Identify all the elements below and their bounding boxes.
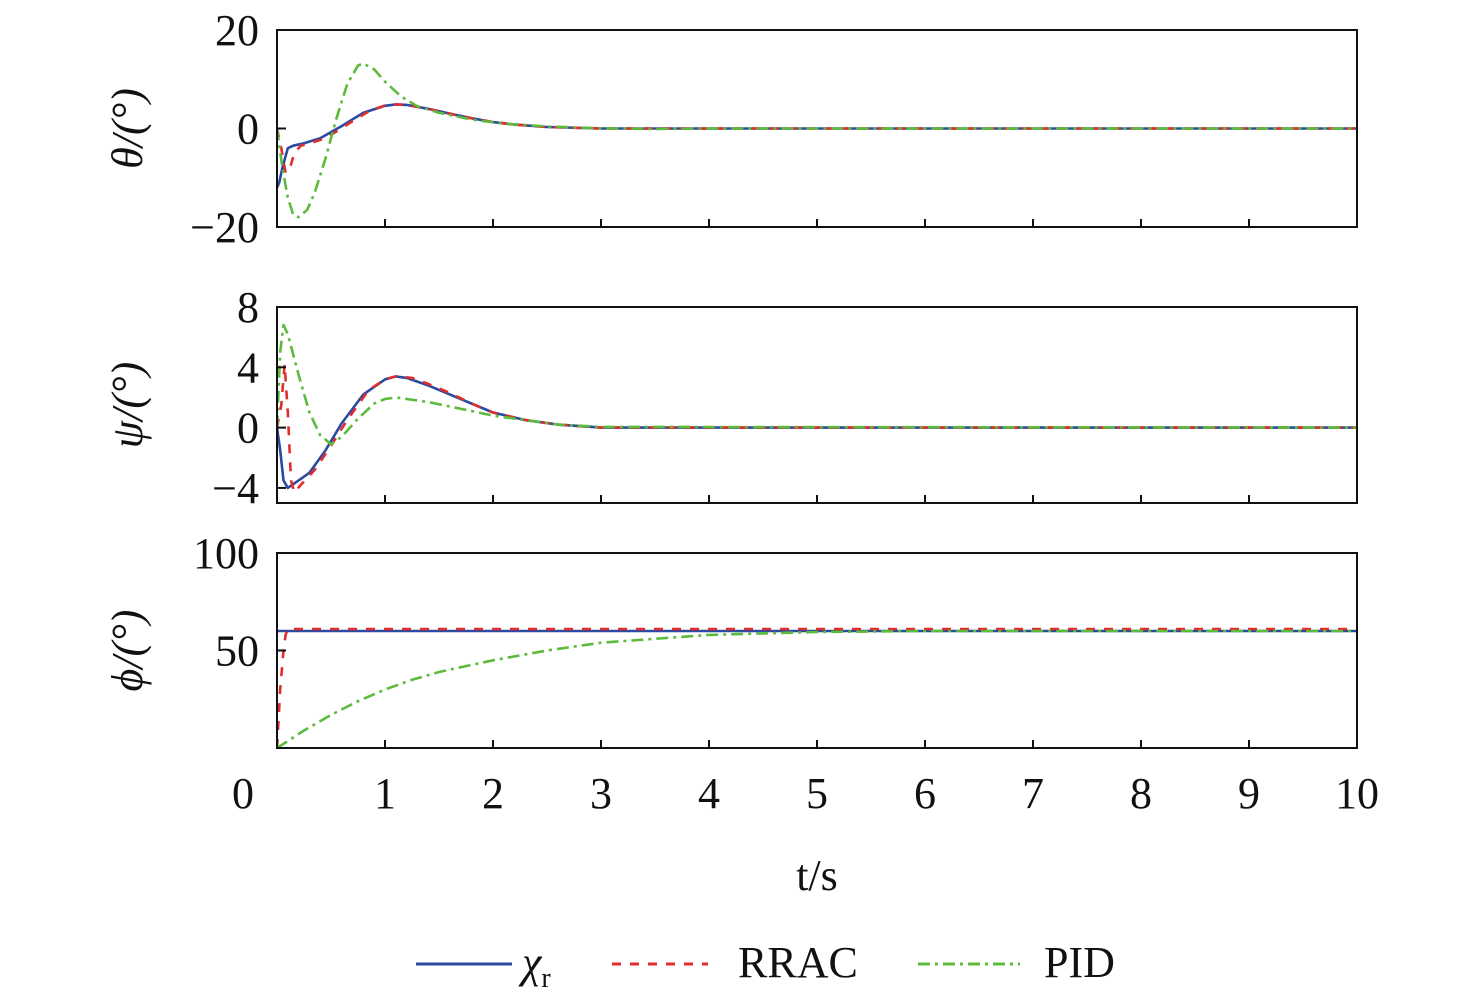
x-axis: 0 1 2 3 4 5 6 7 8 9 10 t/s bbox=[232, 769, 1379, 900]
legend-label-rrac: RRAC bbox=[738, 938, 858, 987]
y-tick-label: 50 bbox=[215, 627, 259, 676]
x-axis-label: t/s bbox=[796, 851, 838, 900]
y-tick-label: 20 bbox=[215, 6, 259, 55]
x-tick-label: 0 bbox=[232, 769, 254, 818]
x-tick-label: 6 bbox=[914, 769, 936, 818]
panel-2: 8 4 0 −4 ψ/(°) bbox=[103, 283, 1358, 513]
panel-frame bbox=[276, 552, 1358, 749]
y-tick-label: 0 bbox=[237, 105, 259, 154]
y-tick-label: 8 bbox=[237, 283, 259, 332]
y-tick-label: 4 bbox=[237, 343, 259, 392]
x-tick-label: 7 bbox=[1022, 769, 1044, 818]
series-line-rrac bbox=[277, 103, 1357, 175]
legend-label-chi: χr bbox=[518, 938, 551, 994]
y-tick-label: −4 bbox=[212, 464, 259, 513]
series-line-chi bbox=[277, 375, 1357, 490]
y-tick-label: 100 bbox=[193, 529, 259, 578]
y-tick-label: −20 bbox=[190, 203, 259, 252]
series-line-chi bbox=[277, 103, 1357, 189]
legend-item-rrac: RRAC bbox=[612, 938, 858, 987]
series-line-pid bbox=[277, 323, 1357, 446]
x-tick-label: 3 bbox=[590, 769, 612, 818]
y-axis-label: ψ/(°) bbox=[103, 362, 152, 448]
panel-1: 20 0 −20 θ/(°) bbox=[103, 6, 1358, 252]
y-axis-label: ϕ/(°) bbox=[103, 610, 152, 692]
series-line-pid bbox=[277, 629, 1357, 748]
x-tick-label: 9 bbox=[1238, 769, 1260, 818]
x-tick-label: 5 bbox=[806, 769, 828, 818]
y-tick-label: 0 bbox=[237, 404, 259, 453]
legend-item-chi: χr bbox=[416, 938, 551, 994]
panel-3: 100 50 ϕ/(°) bbox=[103, 529, 1358, 749]
x-tick-label: 1 bbox=[374, 769, 396, 818]
x-tick-label: 8 bbox=[1130, 769, 1152, 818]
series-group bbox=[277, 627, 1357, 748]
x-tick-label: 4 bbox=[698, 769, 720, 818]
series-line-rrac bbox=[277, 627, 1357, 748]
x-tick-label: 2 bbox=[482, 769, 504, 818]
series-line-pid bbox=[277, 62, 1357, 219]
series-line-rrac bbox=[277, 363, 1357, 494]
chart-panels: 20 0 −20 θ/(°) 8 4 0 −4 ψ/(°) 100 50 ϕ/(°) bbox=[103, 6, 1358, 749]
y-axis-label: θ/(°) bbox=[103, 88, 152, 169]
series-group bbox=[277, 323, 1357, 494]
x-tick-label: 10 bbox=[1335, 769, 1379, 818]
legend-label-pid: PID bbox=[1044, 938, 1115, 987]
series-group bbox=[277, 62, 1357, 219]
legend: χr RRAC PID bbox=[416, 938, 1115, 994]
legend-item-pid: PID bbox=[918, 938, 1115, 987]
